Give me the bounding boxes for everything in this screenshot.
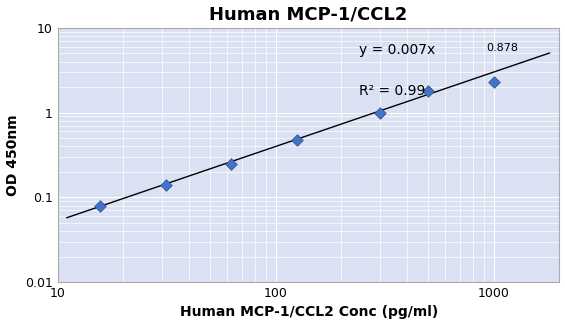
Point [375,110,384,115]
Point [161,182,170,188]
Point [424,88,433,94]
Point [227,161,236,166]
Point [489,79,498,84]
Point [293,138,302,143]
Title: Human MCP-1/CCL2: Human MCP-1/CCL2 [210,6,408,23]
Text: R² = 0.99: R² = 0.99 [359,84,425,98]
Text: 0.878: 0.878 [486,43,519,53]
Text: y = 0.007x: y = 0.007x [359,43,435,57]
Point [95,203,105,208]
X-axis label: Human MCP-1/CCL2 Conc (pg/ml): Human MCP-1/CCL2 Conc (pg/ml) [180,306,438,319]
Y-axis label: OD 450nm: OD 450nm [6,114,20,196]
